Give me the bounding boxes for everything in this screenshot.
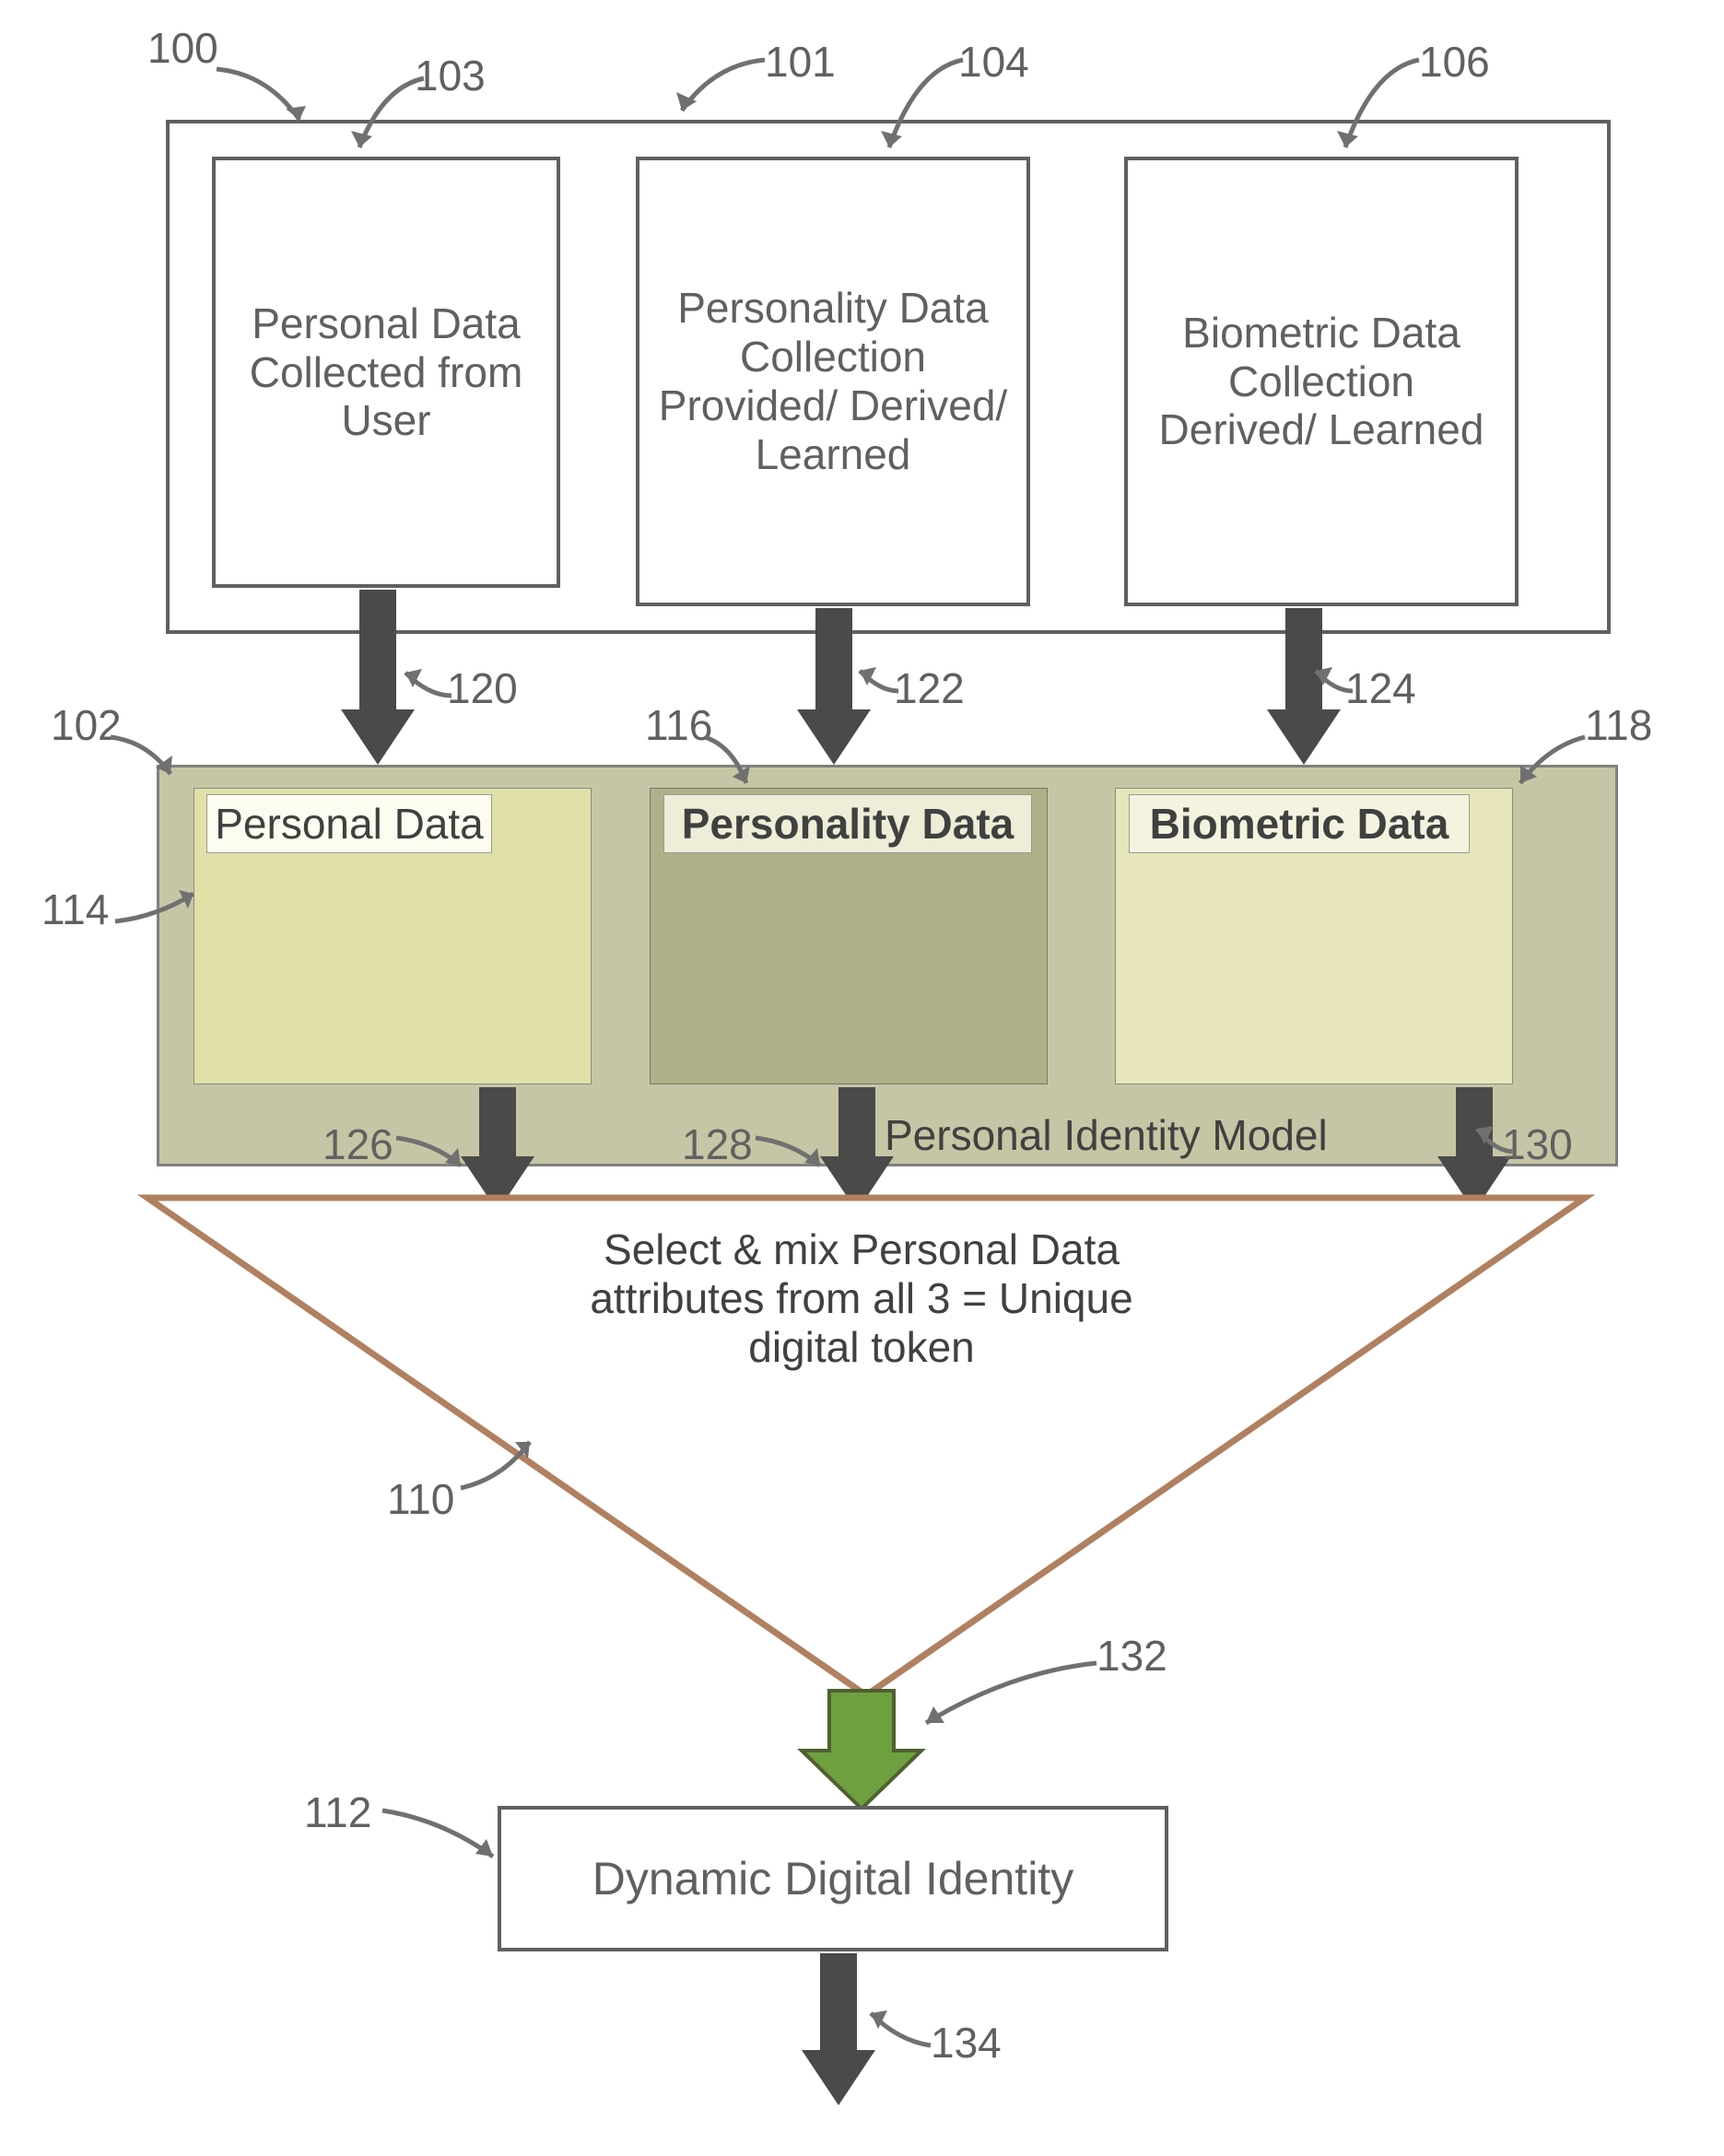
leader-104 bbox=[880, 55, 972, 161]
box-103: Personal Data Collected from User bbox=[212, 157, 560, 588]
box-112: Dynamic Digital Identity bbox=[498, 1806, 1168, 1951]
box-106: Biometric Data Collection Derived/ Learn… bbox=[1124, 157, 1519, 606]
triangle-text: Select & mix Personal Data attributes fr… bbox=[562, 1225, 1161, 1372]
leader-116 bbox=[700, 732, 756, 792]
leader-134 bbox=[862, 2009, 940, 2059]
leader-122 bbox=[852, 663, 908, 709]
box-103-text: Personal Data Collected from User bbox=[216, 281, 557, 464]
callout-100: 100 bbox=[147, 23, 218, 73]
leader-110 bbox=[456, 1433, 539, 1497]
leader-100 bbox=[212, 64, 313, 138]
leader-130 bbox=[1470, 1124, 1520, 1166]
leader-114 bbox=[111, 885, 203, 931]
leader-106 bbox=[1336, 55, 1428, 161]
leader-124 bbox=[1308, 663, 1359, 709]
diagram-canvas: Personal Data Collected from User Person… bbox=[0, 0, 1724, 2156]
callout-114: 114 bbox=[41, 885, 109, 934]
callout-132: 132 bbox=[1097, 1631, 1167, 1681]
panel-caption: Personal Identity Model bbox=[885, 1110, 1328, 1160]
callout-118: 118 bbox=[1585, 700, 1652, 750]
card-116-header: Personality Data bbox=[663, 794, 1032, 853]
box-104-text: Personality Data Collection Provided/ De… bbox=[639, 265, 1026, 498]
leader-101 bbox=[673, 55, 774, 129]
callout-126: 126 bbox=[323, 1119, 393, 1169]
box-112-text: Dynamic Digital Identity bbox=[592, 1852, 1073, 1905]
card-114-header: Personal Data bbox=[206, 794, 492, 853]
leader-112 bbox=[378, 1806, 502, 1870]
leader-128 bbox=[751, 1133, 829, 1175]
callout-101: 101 bbox=[765, 37, 836, 87]
box-106-text: Biometric Data Collection Derived/ Learn… bbox=[1128, 290, 1515, 474]
callout-128: 128 bbox=[682, 1119, 753, 1169]
leader-102 bbox=[106, 732, 180, 788]
leader-126 bbox=[392, 1133, 470, 1175]
callout-110: 110 bbox=[387, 1474, 454, 1524]
arrow-132 bbox=[802, 1691, 921, 1810]
callout-134: 134 bbox=[931, 2018, 1002, 2068]
leader-120 bbox=[396, 663, 461, 714]
card-118-header: Biometric Data bbox=[1129, 794, 1470, 853]
callout-106: 106 bbox=[1419, 37, 1490, 87]
callout-112: 112 bbox=[304, 1787, 371, 1837]
leader-132 bbox=[917, 1658, 1101, 1732]
leader-118 bbox=[1511, 732, 1594, 797]
leader-103 bbox=[350, 74, 433, 161]
box-104: Personality Data Collection Provided/ De… bbox=[636, 157, 1030, 606]
